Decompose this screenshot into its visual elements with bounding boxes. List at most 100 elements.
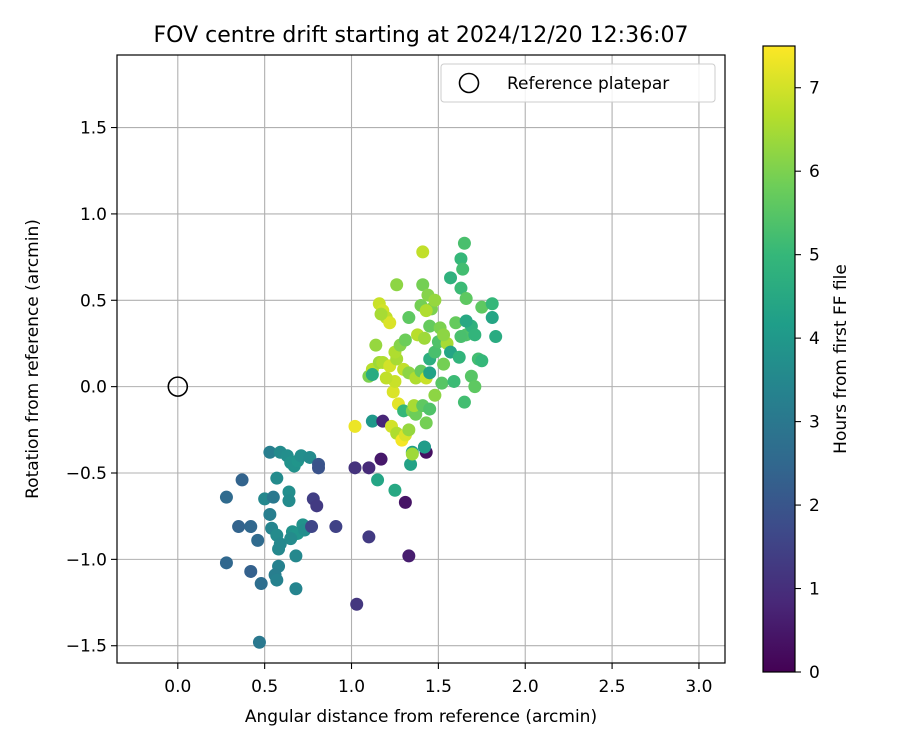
data-point — [374, 452, 388, 466]
colorbar-tick-label: 0 — [809, 663, 820, 683]
y-tick-label: −0.5 — [66, 464, 107, 484]
data-point — [254, 577, 268, 591]
x-tick-label: 0.5 — [251, 677, 278, 697]
data-point — [428, 345, 442, 359]
x-tick-label: 1.5 — [425, 677, 452, 697]
data-point — [437, 328, 451, 342]
x-tick-label: 2.5 — [599, 677, 626, 697]
data-point — [219, 490, 233, 504]
data-point — [405, 447, 419, 461]
data-point — [454, 281, 468, 295]
data-point — [454, 252, 468, 266]
data-point — [390, 278, 404, 292]
data-point — [402, 311, 416, 325]
colorbar-fill — [763, 46, 795, 672]
colorbar-tick-label: 1 — [809, 580, 820, 600]
data-point — [475, 354, 489, 368]
data-point — [284, 532, 298, 546]
y-tick-label: 1.5 — [80, 119, 107, 139]
data-point — [270, 471, 284, 485]
colorbar-ticks: 0 1 2 3 4 5 6 7 — [795, 79, 820, 683]
y-tick-label: −1.0 — [66, 550, 107, 570]
data-point — [371, 473, 385, 487]
data-point — [362, 530, 376, 544]
data-point — [423, 366, 437, 380]
y-tick-label: −1.5 — [66, 637, 107, 657]
data-point — [457, 395, 471, 409]
data-point — [417, 440, 431, 454]
data-point — [468, 328, 482, 342]
data-point — [457, 236, 471, 250]
data-point — [365, 414, 379, 428]
x-tick-label: 0.0 — [164, 677, 191, 697]
x-tick-label: 2.0 — [512, 677, 539, 697]
plot-frame — [116, 54, 726, 664]
data-point — [312, 461, 326, 475]
x-tick-label: 3.0 — [685, 677, 712, 697]
data-point — [350, 597, 364, 611]
data-point — [289, 582, 303, 596]
data-point — [428, 293, 442, 307]
data-point — [489, 330, 503, 344]
x-axis: 0.0 0.5 1.0 1.5 2.0 2.5 3.0 — [164, 663, 712, 697]
colorbar: 0 1 2 3 4 5 6 7 Hours from first FF file — [762, 45, 851, 683]
data-point — [374, 307, 388, 321]
data-point — [456, 262, 470, 276]
data-point — [464, 369, 478, 383]
colorbar-tick-label: 5 — [809, 246, 820, 266]
data-point — [447, 374, 461, 388]
data-point — [266, 490, 280, 504]
data-point — [383, 316, 397, 330]
data-point — [365, 368, 379, 382]
chart-title: FOV centre drift starting at 2024/12/20 … — [154, 23, 689, 48]
data-point — [263, 507, 277, 521]
data-point — [416, 278, 430, 292]
data-point — [329, 520, 343, 534]
data-point — [452, 350, 466, 364]
data-point — [423, 319, 437, 333]
data-point — [289, 549, 303, 563]
colorbar-tick-label: 6 — [809, 162, 820, 182]
data-point — [282, 494, 296, 508]
legend-label-reference: Reference platepar — [507, 74, 669, 94]
data-point — [386, 385, 400, 399]
y-tick-label: 0.5 — [80, 291, 107, 311]
data-point — [449, 316, 463, 330]
data-point — [459, 292, 473, 306]
data-point — [485, 297, 499, 311]
data-point — [485, 311, 499, 325]
colorbar-tick-label: 7 — [809, 79, 820, 99]
y-axis-label: Rotation from reference (arcmin) — [23, 219, 43, 499]
colorbar-tick-label: 2 — [809, 496, 820, 516]
data-point — [251, 533, 265, 547]
data-point — [310, 499, 324, 513]
data-point — [459, 314, 473, 328]
data-point — [419, 416, 433, 430]
data-point — [263, 445, 277, 459]
colorbar-frame — [762, 45, 796, 673]
plot-area — [167, 236, 503, 649]
data-point — [219, 556, 233, 570]
y-tick-label: 0.0 — [80, 378, 107, 398]
data-point — [252, 635, 266, 649]
legend-marker-reference-icon — [458, 72, 480, 94]
data-point — [398, 495, 412, 509]
data-point — [348, 461, 362, 475]
data-point — [244, 564, 258, 578]
data-point — [423, 402, 437, 416]
data-point — [454, 330, 468, 344]
data-point — [402, 549, 416, 563]
data-point — [404, 457, 418, 471]
reference-point-marker — [167, 376, 189, 397]
data-point — [416, 245, 430, 259]
data-point — [348, 419, 362, 433]
data-point — [388, 483, 402, 497]
data-point — [235, 473, 249, 487]
data-point — [362, 461, 376, 475]
data-points — [219, 236, 503, 649]
y-axis: −1.5 −1.0 −0.5 0.0 0.5 1.0 1.5 — [66, 119, 117, 657]
data-point — [232, 520, 246, 534]
data-point — [419, 304, 433, 318]
data-point — [398, 333, 412, 347]
